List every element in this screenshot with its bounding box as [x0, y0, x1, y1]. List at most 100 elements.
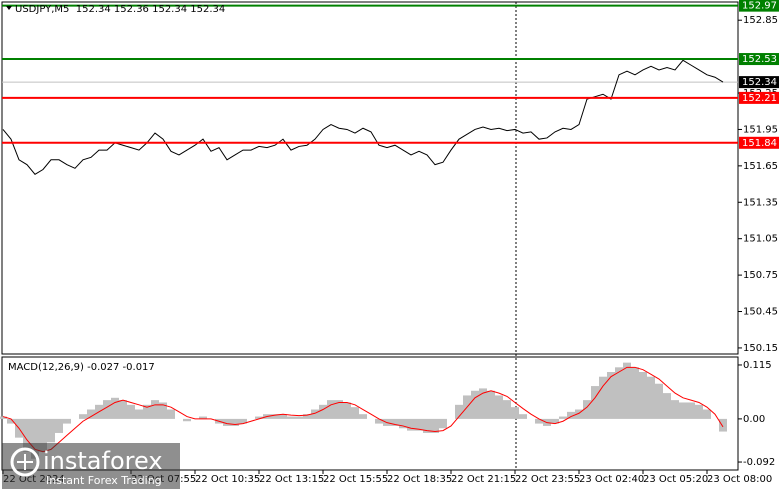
macd-bar	[695, 404, 703, 419]
level-tag	[739, 0, 779, 12]
macd-bar	[599, 376, 607, 419]
macd-bar	[47, 418, 55, 443]
macd-bar	[375, 418, 383, 424]
title-arrow	[6, 6, 12, 10]
macd-bar	[439, 418, 447, 429]
y-tick-label: 150.15	[743, 343, 778, 354]
macd-bar	[575, 409, 583, 419]
macd-bar	[511, 407, 519, 419]
macd-bar	[295, 416, 303, 419]
macd-bar	[551, 418, 559, 424]
price-panel	[1, 1, 739, 355]
macd-bar	[519, 414, 527, 419]
signal-line	[2, 366, 724, 453]
x-tick-label: 22 Oct 15:55	[323, 474, 388, 485]
macd-bar	[7, 418, 15, 424]
logo-icon	[10, 447, 40, 477]
logo-tagline: Instant Forex Trading	[46, 474, 162, 487]
macd-bar	[103, 400, 111, 419]
macd-panel	[1, 356, 739, 471]
macd-bar	[687, 402, 695, 419]
macd-bar	[55, 418, 63, 433]
last-price-tag	[739, 76, 779, 89]
macd-bar	[79, 414, 87, 419]
x-tick-label: 22 Oct 13:15	[259, 474, 324, 485]
macd-bar	[311, 409, 319, 419]
price-line	[2, 59, 724, 176]
macd-bar	[135, 409, 143, 419]
macd-bar	[23, 418, 31, 452]
macd-bar	[663, 393, 671, 419]
y-tick-label: 0.00	[743, 414, 765, 425]
logo: instaforex Instant Forex Trading	[2, 443, 180, 489]
macd-bar	[335, 400, 343, 419]
macd-bar	[399, 418, 407, 429]
x-tick-label: 23 Oct 05:20	[643, 474, 708, 485]
macd-bar	[495, 395, 503, 419]
macd-bar	[167, 409, 175, 419]
macd-bar	[583, 400, 591, 419]
macd-bar	[223, 418, 231, 426]
macd-bar	[39, 418, 47, 452]
level-tag-label: 152.97	[742, 1, 777, 12]
macd-bar	[327, 400, 335, 419]
macd-bar	[423, 418, 431, 433]
macd-bar	[199, 416, 207, 419]
y-tick-label: 151.95	[743, 124, 778, 135]
macd-bar	[0, 416, 7, 419]
macd-bar	[679, 402, 687, 419]
macd-bar	[535, 418, 543, 424]
y-tick-label: -0.092	[743, 457, 775, 468]
macd-bar	[239, 418, 247, 424]
macd-bar	[607, 372, 615, 419]
macd-bar	[703, 409, 711, 419]
chart-title: USDJPY,M5 152.34 152.36 152.34 152.34	[15, 4, 225, 15]
level-tag-label: 152.53	[742, 54, 777, 65]
macd-bar	[303, 414, 311, 419]
macd-bar	[455, 404, 463, 419]
level-tag	[739, 136, 779, 149]
macd-bar	[151, 400, 159, 419]
macd-bar	[471, 390, 479, 419]
x-tick-label: 22 Oct 18:35	[387, 474, 452, 485]
macd-bar	[351, 407, 359, 419]
logo-brand: instaforex	[43, 447, 163, 475]
y-tick-label: 150.45	[743, 307, 778, 318]
macd-bar	[111, 397, 119, 419]
macd-bar	[255, 416, 263, 419]
macd-bar	[119, 400, 127, 419]
macd-bar	[487, 390, 495, 419]
macd-bar	[391, 418, 399, 426]
macd-bar	[591, 386, 599, 419]
macd-bar	[143, 404, 151, 419]
macd-bar	[63, 418, 71, 424]
y-tick-label: 151.05	[743, 234, 778, 245]
macd-bar	[615, 367, 623, 419]
macd-bar	[183, 418, 191, 422]
macd-bar	[503, 400, 511, 419]
macd-bar	[407, 418, 415, 431]
macd-bar	[655, 383, 663, 419]
y-tick-label: 152.85	[743, 15, 778, 26]
level-tag-label: 152.21	[742, 93, 777, 104]
macd-bar	[231, 418, 239, 426]
level-tag-label: 151.84	[742, 138, 777, 149]
macd-bar	[127, 404, 135, 419]
macd-title: MACD(12,26,9) -0.027 -0.017	[8, 362, 155, 373]
x-tick-label: 22 Oct 10:35	[195, 474, 260, 485]
y-tick-label: 151.65	[743, 161, 778, 172]
macd-bar	[559, 416, 567, 419]
macd-bar	[159, 402, 167, 419]
y-tick-label: 0.115	[743, 360, 772, 371]
macd-bar	[647, 376, 655, 419]
x-tick-label: 23 Oct 08:00	[707, 474, 772, 485]
macd-bar	[319, 404, 327, 419]
macd-bar	[343, 402, 351, 419]
level-tag	[739, 53, 779, 66]
x-tick-label: 22 Oct 21:15	[451, 474, 516, 485]
macd-bar	[279, 414, 287, 419]
logo-icon-cross	[17, 454, 33, 470]
macd-bar	[631, 367, 639, 419]
